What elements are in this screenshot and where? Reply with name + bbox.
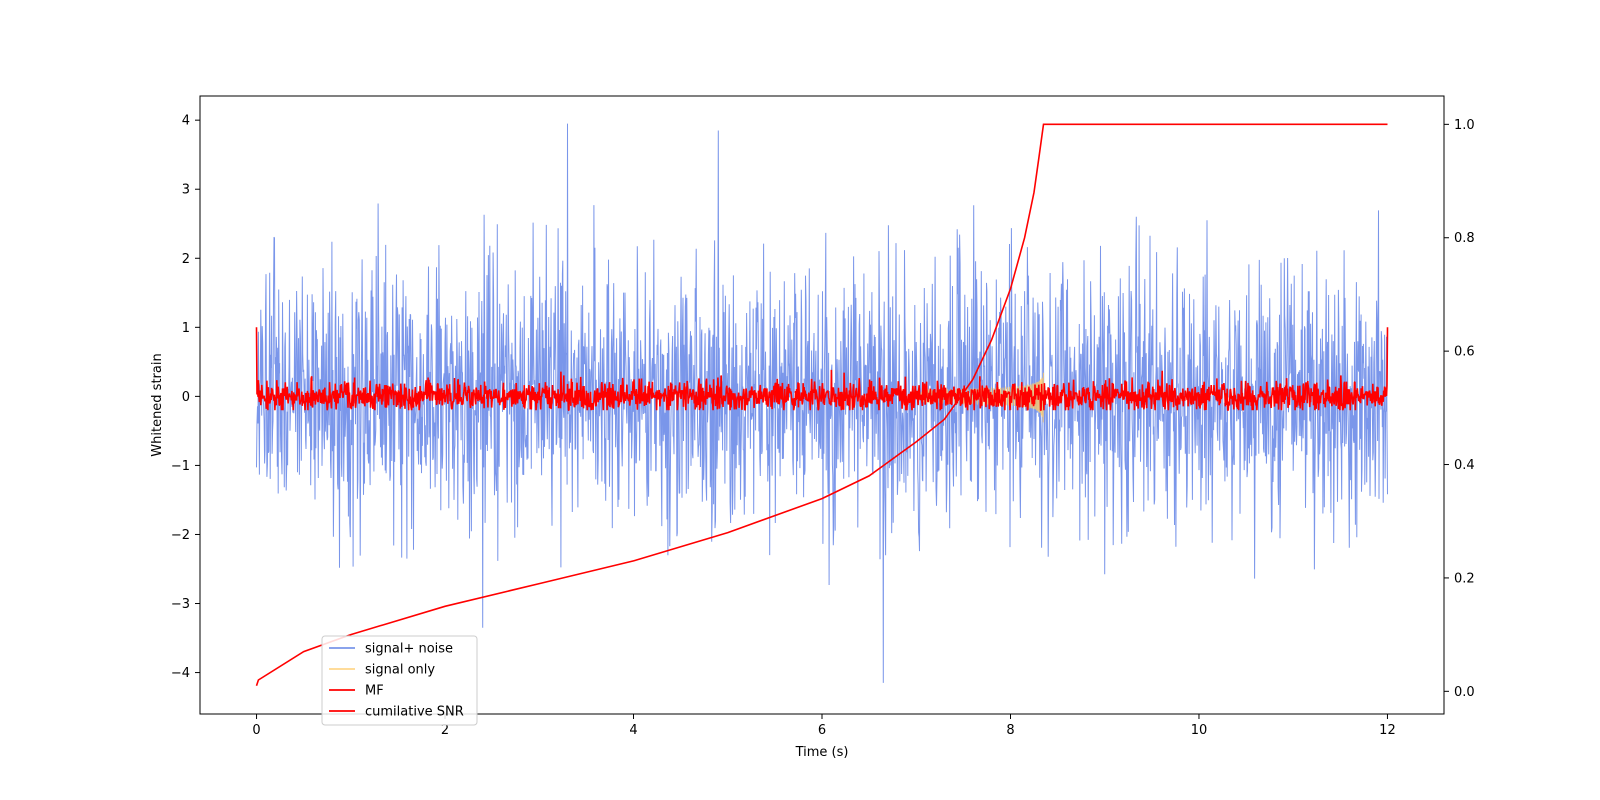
- y-tick-label: −4: [171, 666, 190, 681]
- x-axis-label: Time (s): [795, 745, 849, 760]
- x-tick-label: 8: [1006, 723, 1014, 738]
- y2-tick-label: 0.8: [1454, 231, 1475, 246]
- y-tick-label: −3: [171, 597, 190, 612]
- legend-label: MF: [365, 684, 384, 699]
- x-tick-label: 12: [1379, 723, 1396, 738]
- y-axis-label: Whitened strain: [150, 353, 165, 456]
- series-cumulative-snr-line: [255, 123, 1388, 686]
- x-tick-label: 4: [629, 723, 637, 738]
- series-signal-noise-line: [256, 123, 1388, 683]
- y2-tick-label: 0.0: [1454, 685, 1475, 700]
- x-axis-ticks: 0 2 4 6 8 10 12: [252, 714, 1396, 738]
- legend-label: signal+ noise: [365, 642, 453, 657]
- y2-tick-label: 1.0: [1454, 118, 1475, 133]
- y-tick-label: 1: [182, 321, 190, 336]
- series-mf-line: [255, 327, 1389, 411]
- legend-box: [321, 635, 478, 726]
- y-tick-label: 3: [182, 183, 190, 198]
- y-axis-ticks: −4 −3 −2 −1 0 1 2 3 4: [171, 114, 200, 681]
- x-tick-label: 10: [1191, 723, 1208, 738]
- y-tick-label: 0: [182, 390, 190, 405]
- y2-tick-label: 0.6: [1454, 345, 1475, 360]
- y-tick-label: −2: [171, 528, 190, 543]
- legend: signal+ noise signal only MF cumilative SNR: [321, 635, 478, 726]
- series-layer: [256, 123, 1388, 683]
- series-layer-front: [255, 123, 1389, 686]
- legend-label: cumilative SNR: [365, 705, 464, 720]
- y2-tick-label: 0.4: [1454, 458, 1475, 473]
- x-tick-label: 0: [252, 723, 260, 738]
- y-tick-label: −1: [171, 459, 190, 474]
- y-tick-label: 4: [182, 114, 190, 129]
- y-tick-label: 2: [182, 252, 190, 267]
- x-tick-label: 6: [818, 723, 826, 738]
- y2-axis-ticks: 0.0 0.2 0.4 0.6 0.8 1.0: [1444, 118, 1475, 700]
- y2-tick-label: 0.2: [1454, 571, 1475, 586]
- x-tick-label: 2: [441, 723, 449, 738]
- legend-label: signal only: [365, 663, 435, 678]
